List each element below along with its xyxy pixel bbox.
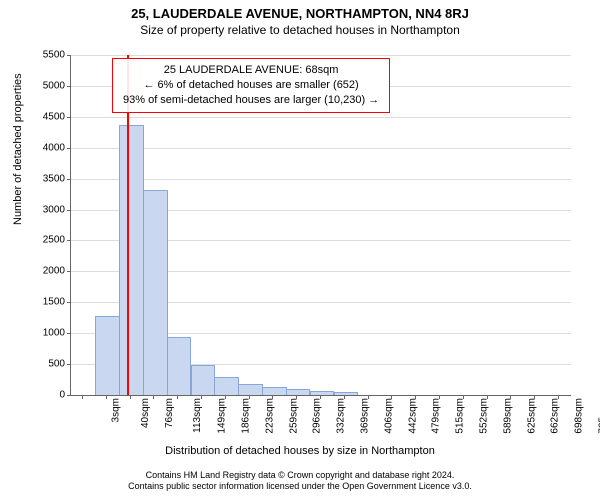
xtick-mark [82,395,83,399]
xtick-mark [130,395,131,399]
xtick-label: 332sqm [336,398,347,434]
xtick-mark [272,395,273,399]
ytick-mark [67,55,71,56]
ytick-mark [67,240,71,241]
ytick-mark [67,333,71,334]
histogram-bar [191,365,216,395]
page-title: 25, LAUDERDALE AVENUE, NORTHAMPTON, NN4 … [0,0,600,21]
xtick-label: 259sqm [288,398,299,434]
xtick-mark [201,395,202,399]
gridline [71,148,571,149]
info-callout-box: 25 LAUDERDALE AVENUE: 68sqm ← 6% of deta… [112,58,390,113]
xtick-label: 3sqm [110,398,121,422]
xtick-mark [225,395,226,399]
ytick-label: 0 [15,390,65,401]
xtick-label: 552sqm [479,398,490,434]
ytick-mark [67,271,71,272]
xtick-mark [368,395,369,399]
y-axis-label: Number of detached properties [12,73,24,225]
ytick-mark [67,148,71,149]
xtick-label: 149sqm [217,398,228,434]
xtick-label: 515sqm [455,398,466,434]
xtick-mark [344,395,345,399]
info-line-3: 93% of semi-detached houses are larger (… [123,93,379,108]
gridline [71,55,571,56]
xtick-label: 40sqm [140,398,151,428]
ytick-mark [67,364,71,365]
histogram-bar [214,377,239,395]
xtick-label: 698sqm [574,398,585,434]
xtick-mark [415,395,416,399]
gridline [71,117,571,118]
xtick-mark [320,395,321,399]
xtick-label: 76sqm [164,398,175,428]
xtick-label: 186sqm [241,398,252,434]
xtick-mark [439,395,440,399]
histogram-bar [238,384,263,396]
x-axis-label: Distribution of detached houses by size … [0,445,600,457]
histogram-bar [143,190,168,395]
gridline [71,179,571,180]
xtick-mark [391,395,392,399]
footer-line-1: Contains HM Land Registry data © Crown c… [0,470,600,481]
xtick-mark [534,395,535,399]
ytick-label: 2000 [15,266,65,277]
histogram-bar [167,337,192,395]
ytick-label: 2500 [15,235,65,246]
xtick-mark [177,395,178,399]
xtick-label: 296sqm [312,398,323,434]
ytick-mark [67,210,71,211]
info-line-1: 25 LAUDERDALE AVENUE: 68sqm [123,63,379,78]
ytick-mark [67,179,71,180]
chart-subtitle: Size of property relative to detached ho… [0,21,600,37]
ytick-mark [67,302,71,303]
ytick-mark [67,86,71,87]
histogram-bar [310,391,335,395]
histogram-bar [95,316,120,395]
ytick-label: 5500 [15,50,65,61]
xtick-label: 406sqm [383,398,394,434]
xtick-mark [296,395,297,399]
xtick-label: 223sqm [264,398,275,434]
ytick-label: 1500 [15,297,65,308]
xtick-mark [558,395,559,399]
histogram-bar [334,392,359,395]
ytick-label: 1000 [15,328,65,339]
xtick-mark [463,395,464,399]
xtick-mark [487,395,488,399]
histogram-bar [286,389,311,395]
xtick-label: 442sqm [407,398,418,434]
info-line-2: ← 6% of detached houses are smaller (652… [123,78,379,93]
xtick-label: 113sqm [192,398,203,433]
ytick-mark [67,395,71,396]
footer-line-2: Contains public sector information licen… [0,481,600,492]
xtick-label: 369sqm [360,398,371,434]
footer-attribution: Contains HM Land Registry data © Crown c… [0,470,600,493]
xtick-mark [510,395,511,399]
xtick-label: 589sqm [502,398,513,434]
xtick-mark [153,395,154,399]
xtick-mark [249,395,250,399]
xtick-mark [106,395,107,399]
ytick-label: 500 [15,359,65,370]
histogram-bar [262,387,287,395]
histogram-bar [119,125,144,395]
xtick-label: 662sqm [550,398,561,434]
ytick-mark [67,117,71,118]
xtick-label: 479sqm [431,398,442,434]
xtick-label: 625sqm [526,398,537,434]
